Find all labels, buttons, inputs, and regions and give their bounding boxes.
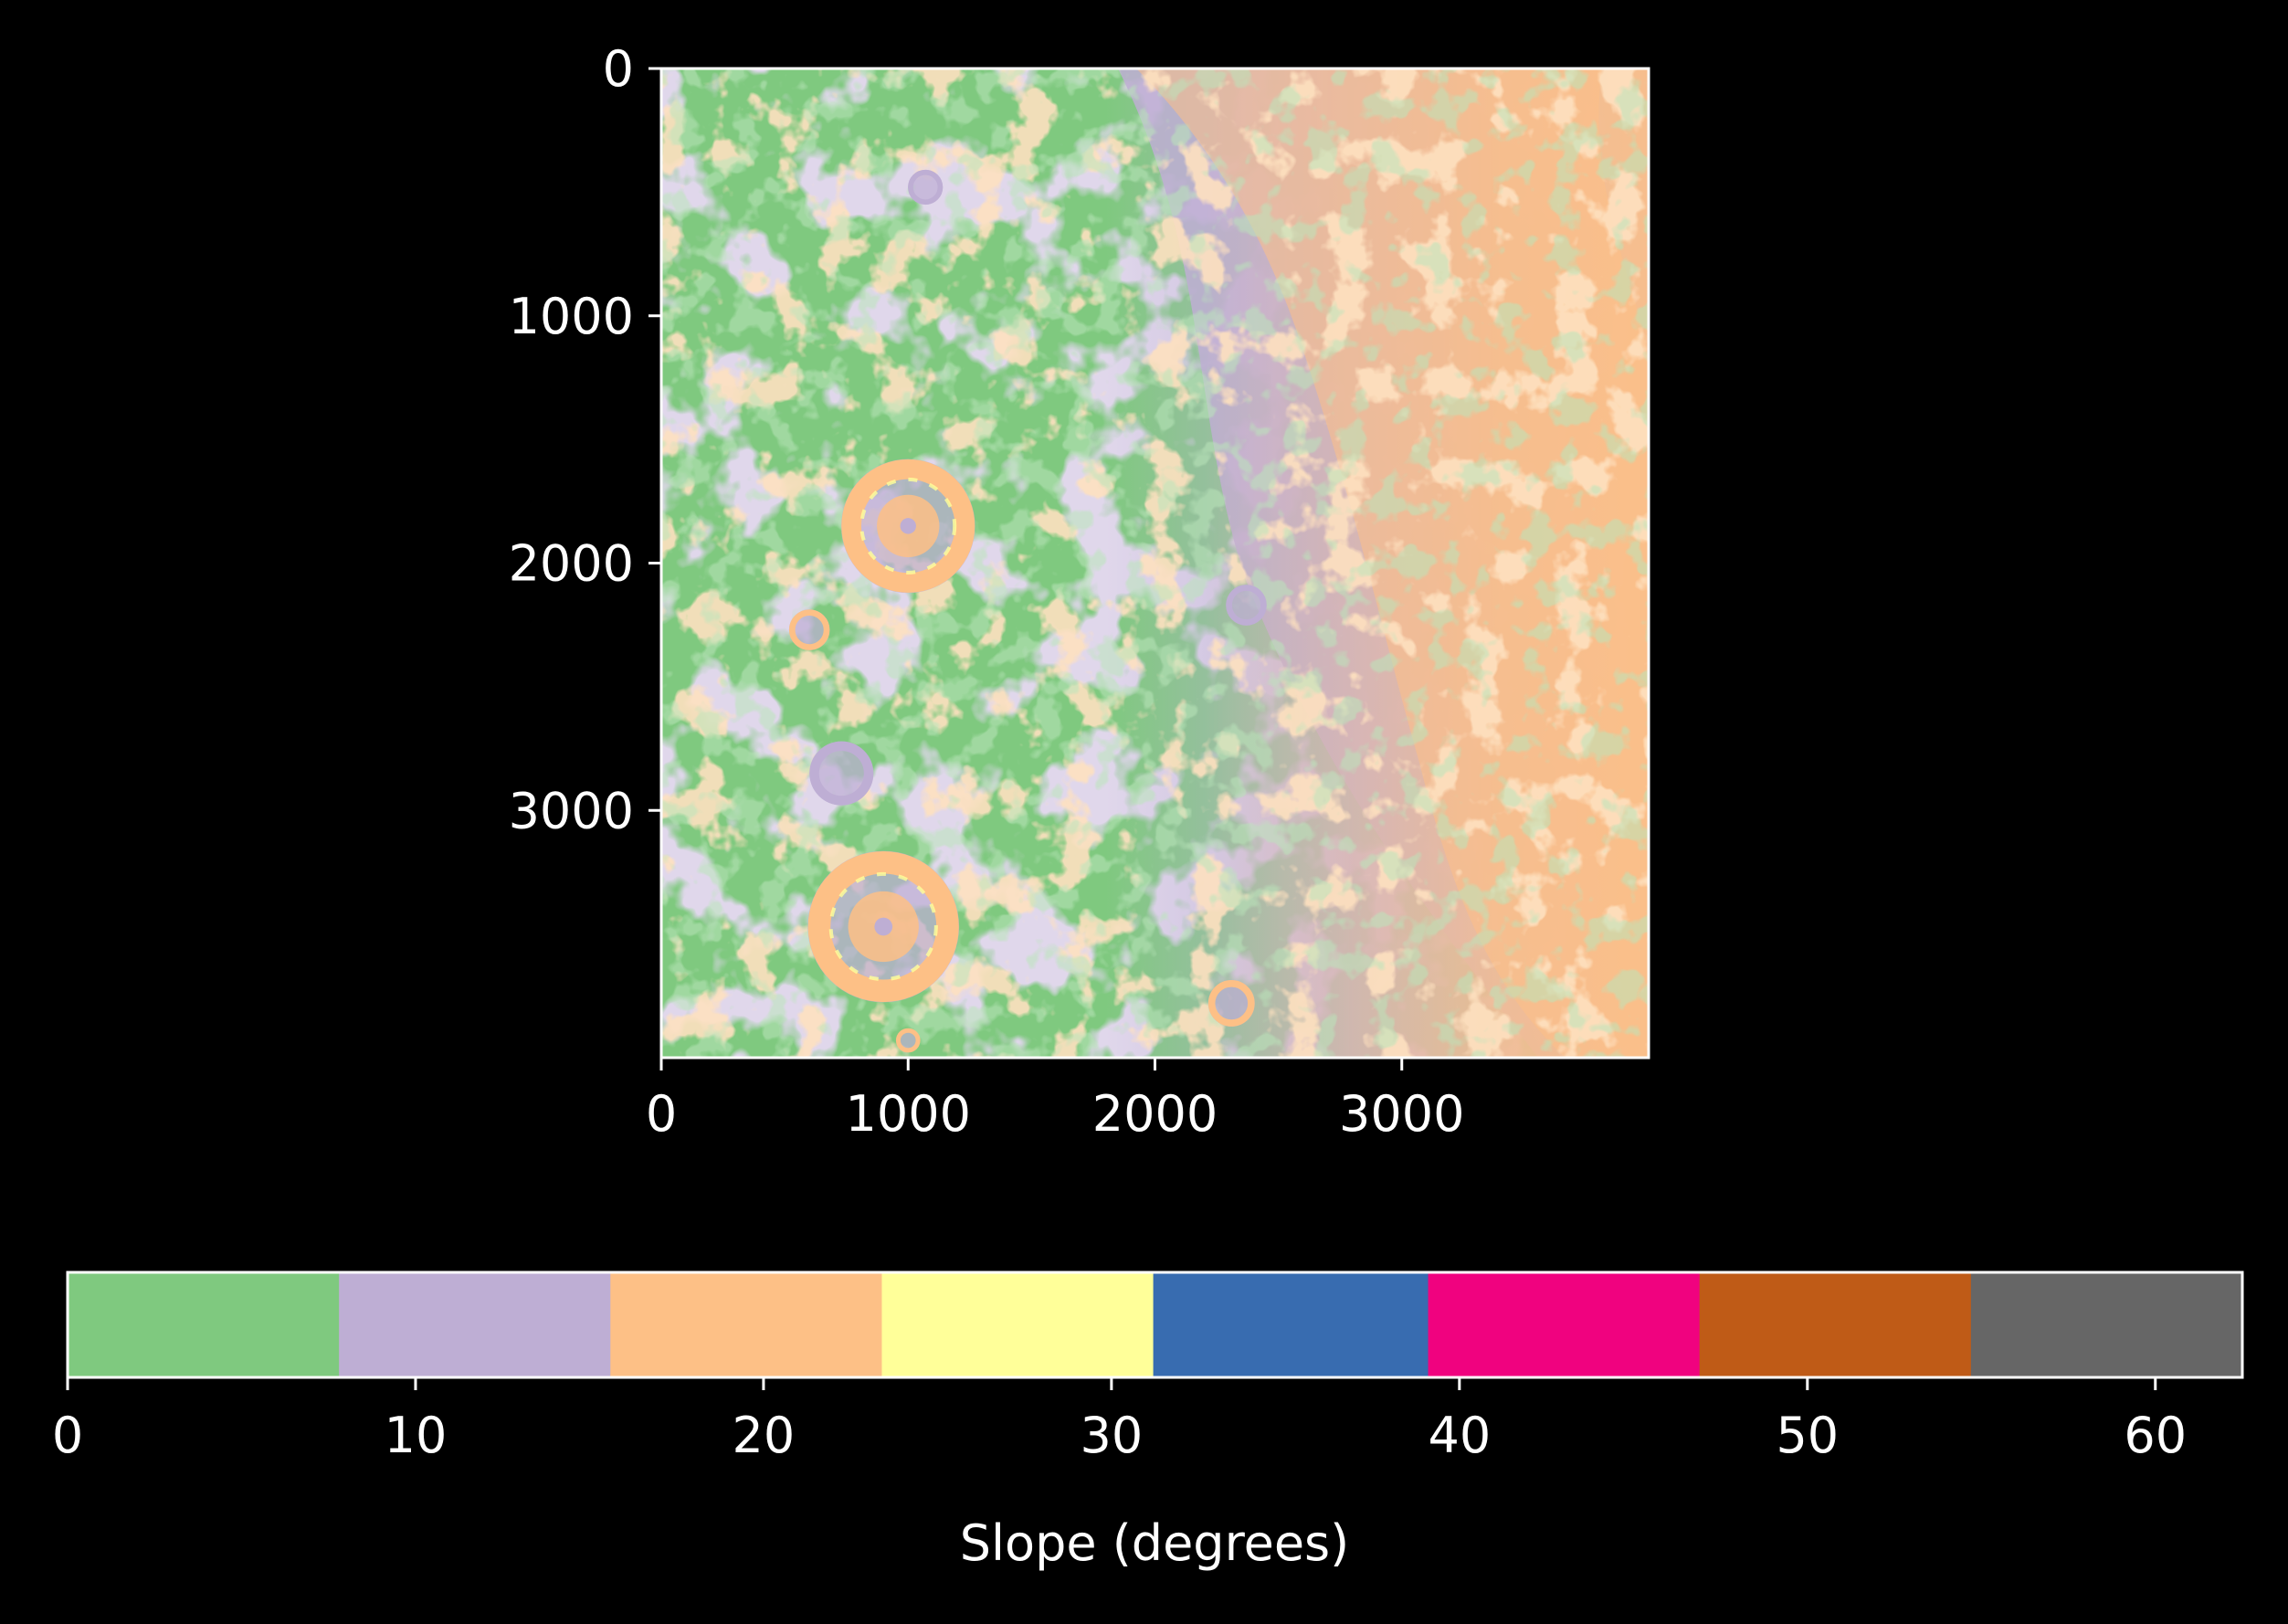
- colorbar-bin-7: [1699, 1272, 1972, 1377]
- y-tick-label: 1000: [509, 288, 634, 345]
- crater-rim: [908, 169, 944, 206]
- crater-central-peak: [874, 917, 893, 936]
- x-tick-label: 2000: [1092, 1085, 1218, 1143]
- colorbar-tick-label: 50: [1776, 1407, 1839, 1464]
- colorbar-bin-3: [610, 1272, 882, 1377]
- crater-wall-highlight: [859, 477, 957, 575]
- slope-map-image: [661, 69, 1649, 1058]
- crater-wall-highlight: [828, 871, 938, 982]
- crater-6: [895, 1028, 921, 1053]
- crater-8: [1226, 585, 1267, 626]
- x-tick-label: 1000: [846, 1085, 971, 1143]
- crater-5: [1207, 979, 1255, 1027]
- crater-2: [788, 609, 830, 650]
- map-axes: 0 1000 2000 3000 0 1000 2000 3000: [509, 40, 1650, 1143]
- colorbar: 0 10 20 30 40 50 60: [52, 1271, 2244, 1464]
- y-tick-label: 0: [603, 40, 634, 98]
- crater-4: [807, 850, 960, 1003]
- crater-rim: [807, 850, 959, 1003]
- x-tick-label: 0: [646, 1085, 677, 1143]
- crater-rim: [809, 741, 874, 806]
- colorbar-tick-label: 0: [52, 1407, 83, 1464]
- colorbar-bin-2: [339, 1272, 611, 1377]
- colorbar-bin-6: [1428, 1272, 1701, 1377]
- crater-rim: [895, 1028, 921, 1053]
- colorbar-bin-4: [881, 1272, 1155, 1377]
- y-tick-label: 2000: [509, 535, 634, 593]
- y-tick-label: 3000: [509, 782, 634, 839]
- crater-rim: [788, 609, 830, 650]
- crater-rim: [1226, 585, 1267, 626]
- crater-3: [809, 741, 874, 806]
- colorbar-tick-label: 20: [733, 1407, 796, 1464]
- crater-7: [908, 169, 944, 206]
- colorbar-bin-1: [68, 1272, 340, 1377]
- colorbar-bin-8: [1970, 1272, 2243, 1377]
- x-tick-label: 3000: [1339, 1085, 1464, 1143]
- colorbar-tick-label: 10: [385, 1407, 448, 1464]
- map-mottle-low-slope: [661, 69, 1649, 1058]
- colorbar-tick-label: 40: [1428, 1407, 1491, 1464]
- crater-rim: [841, 459, 975, 593]
- colorbar-tick-label: 60: [2124, 1407, 2187, 1464]
- colorbar-tick-label: 30: [1081, 1407, 1144, 1464]
- colorbar-bin-5: [1153, 1272, 1429, 1377]
- crater-1: [840, 459, 975, 594]
- colorbar-frame: [66, 1271, 2244, 1379]
- crater-central-peak: [900, 518, 916, 534]
- crater-rim: [1207, 980, 1255, 1027]
- colorbar-label: Slope (degrees): [960, 1514, 1350, 1572]
